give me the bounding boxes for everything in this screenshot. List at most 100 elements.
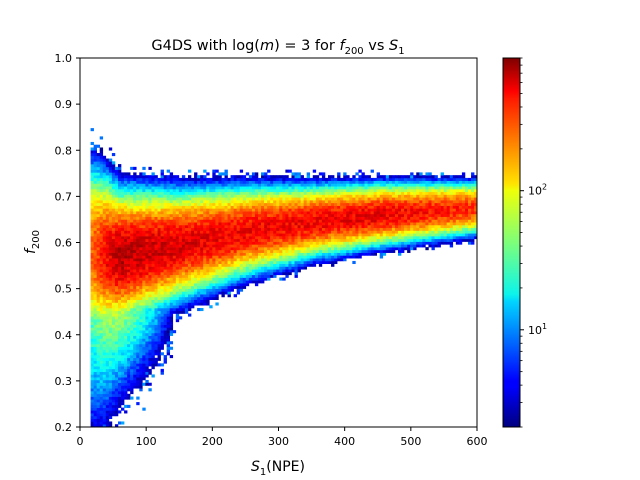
heatmap-cell [337,222,341,226]
heatmap-cell [197,266,201,270]
heatmap-cell [194,277,198,281]
heatmap-cell [197,230,201,234]
heatmap-cell [142,233,146,237]
heatmap-cell [239,236,244,240]
heatmap-cell [257,272,262,276]
heatmap-cell [139,346,143,350]
heatmap-cell [288,266,292,270]
heatmap-cell [340,211,344,215]
heatmap-cell [358,236,362,240]
heatmap-cell [194,236,198,240]
heatmap-cell [163,258,167,262]
heatmap-cell [169,355,174,359]
heatmap-cell [248,183,253,187]
heatmap-cell [166,324,171,328]
heatmap-cell [187,291,192,295]
heatmap-cell [346,180,350,184]
heatmap-cell [318,230,323,234]
heatmap-cell [96,219,101,223]
heatmap-cell [355,205,359,209]
heatmap-cell [108,308,113,312]
heatmap-cell [364,205,368,209]
heatmap-cell [114,175,119,179]
heatmap-cell [391,175,396,179]
heatmap-cell [264,222,268,226]
heatmap-cell [233,222,237,226]
heatmap-cell [215,294,219,298]
heatmap-cell [309,263,314,267]
heatmap-cell [334,238,338,242]
heatmap-cell [142,296,146,300]
heatmap-cell [117,172,122,176]
heatmap-cell [145,194,149,198]
heatmap-cell [233,175,237,179]
heatmap-cell [142,180,146,184]
heatmap-cell [306,213,311,217]
heatmap-cell [197,236,201,240]
heatmap-cell [361,186,365,190]
heatmap-cell [90,241,94,245]
heatmap-cell [169,172,174,176]
heatmap-cell [105,194,110,198]
heatmap-cell [163,302,167,306]
heatmap-cell [160,255,164,259]
heatmap-cell [169,310,174,314]
heatmap-cell [337,244,341,248]
heatmap-cell [194,255,198,259]
heatmap-cell [321,205,326,209]
heatmap-cell [117,188,122,193]
heatmap-cell [233,216,237,220]
heatmap-cell [382,219,387,223]
heatmap-cell [340,202,344,206]
heatmap-cell [203,227,207,231]
heatmap-cell [169,191,174,195]
heatmap-cell [121,371,125,375]
heatmap-cell [200,272,204,276]
heatmap-cell [99,379,104,384]
heatmap-cell [99,283,104,287]
heatmap-cell [157,346,161,350]
heatmap-cell [127,200,131,204]
heatmap-cell [209,249,213,253]
heatmap-cell [157,200,161,204]
heatmap-cell [105,216,110,220]
heatmap-cell [108,338,113,342]
heatmap-cell [388,216,393,220]
heatmap-cell [279,258,283,262]
heatmap-cell [111,285,116,289]
heatmap-cell [267,247,271,251]
heatmap-cell [96,396,101,400]
heatmap-cell [300,191,304,195]
heatmap-cell [157,357,161,361]
heatmap-cell [194,263,198,267]
heatmap-cell [346,241,350,245]
heatmap-cell [105,158,110,162]
heatmap-cell [178,188,183,193]
heatmap-cell [96,197,101,201]
heatmap-cell [297,269,301,273]
heatmap-cell [130,249,134,253]
heatmap-cell [145,219,149,223]
heatmap-cell [121,349,125,353]
heatmap-cell [93,200,97,204]
heatmap-cell [352,227,356,231]
heatmap-cell [184,252,189,256]
heatmap-cell [194,238,198,242]
heatmap-cell [203,205,207,209]
heatmap-cell [178,299,183,303]
heatmap-cell [108,238,113,242]
heatmap-cell [197,227,201,231]
heatmap-cell [90,308,94,312]
heatmap-cell [102,402,107,406]
heatmap-cell [276,175,280,179]
heatmap-cell [99,305,104,309]
heatmap-cell [312,260,317,265]
heatmap-cell [187,313,192,317]
heatmap-cell [114,360,119,364]
heatmap-cell [312,191,317,195]
heatmap-cell [194,180,198,184]
heatmap-cell [99,285,104,289]
heatmap-cell [148,296,152,300]
heatmap-cell [142,258,146,262]
heatmap-cell [160,230,164,234]
